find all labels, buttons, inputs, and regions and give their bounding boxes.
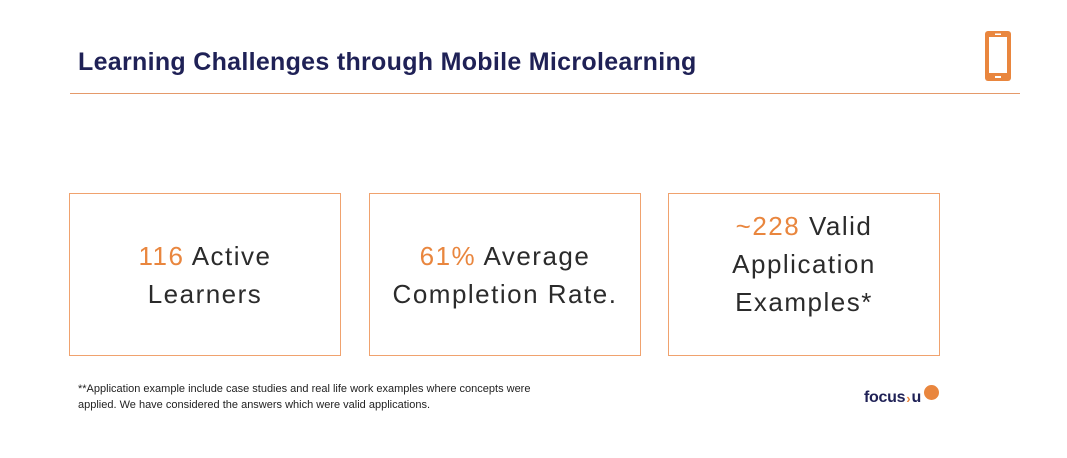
logo-arrow: › [906, 390, 911, 406]
focusu-logo: focus › u [864, 384, 940, 407]
stat-value: 116 [138, 240, 185, 271]
slide-title: Learning Challenges through Mobile Micro… [78, 48, 697, 76]
stat-label-line3: Examples* [735, 286, 873, 317]
stat-card-application-examples: ~228 Valid Application Examples* [668, 193, 940, 356]
stat-label-line2: Completion Rate. [392, 278, 618, 309]
stat-card-active-learners: 116 Active Learners [69, 193, 341, 356]
stat-value: 61% [419, 240, 477, 271]
stat-label-line2: Application [732, 248, 876, 279]
stat-text: ~228 Valid Application Examples* [732, 207, 876, 321]
footnote: **Application example include case studi… [78, 383, 531, 411]
stat-value: ~228 [735, 210, 801, 241]
stat-card-completion-rate: 61% Average Completion Rate. [369, 193, 641, 356]
stat-label: Valid [808, 210, 873, 241]
mobile-phone-icon [985, 31, 1011, 81]
stat-text: 116 Active Learners [138, 237, 271, 313]
title-divider [70, 93, 1020, 94]
stat-label: Average [483, 240, 591, 271]
stat-label-line2: Learners [147, 278, 263, 309]
stat-text: 61% Average Completion Rate. [393, 237, 618, 313]
stat-label: Active [191, 240, 272, 271]
logo-suffix: u [911, 389, 922, 406]
focusu-dot-icon [924, 384, 940, 400]
logo-text: focus [864, 389, 906, 406]
